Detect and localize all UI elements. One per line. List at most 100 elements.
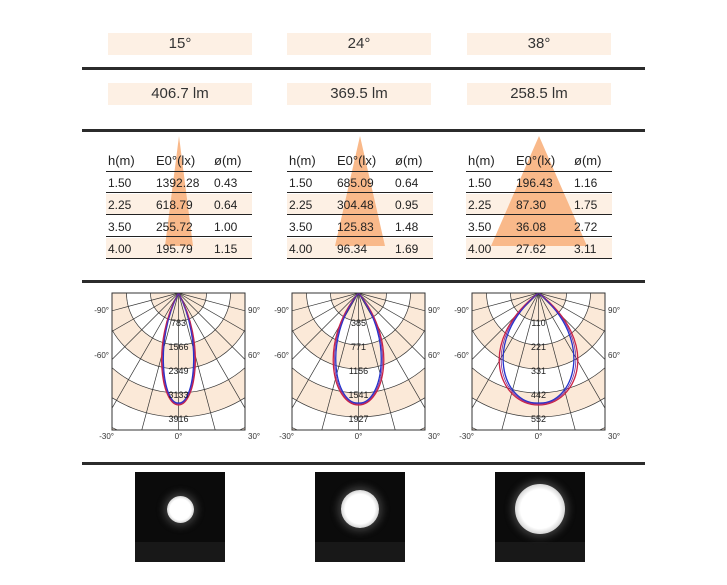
- table-row: 2.25 304.48 0.95: [287, 194, 433, 215]
- angle-label: 30°: [608, 432, 620, 440]
- ring-value-label: 3916: [168, 414, 188, 424]
- lumen-output-label: 258.5 lm: [467, 83, 611, 105]
- table-header: h(m) E0°(lx) ø(m): [466, 150, 612, 172]
- ring-value-label: 442: [531, 390, 546, 400]
- intensity-curve-c90: [162, 293, 195, 404]
- intensity-curve-c0: [161, 293, 196, 406]
- table-row: 3.50 125.83 1.48: [287, 216, 433, 237]
- beam-spot-photo: [315, 472, 405, 562]
- angle-label: 30°: [248, 432, 260, 440]
- ring-value-label: 1541: [348, 390, 368, 400]
- table-cell: 0.95: [395, 198, 419, 212]
- ring-value-label: 1156: [349, 366, 368, 376]
- angle-label: 90°: [248, 306, 260, 315]
- intensity-curve-c45: [500, 293, 577, 405]
- table-row: 1.50 1392.28 0.43: [106, 172, 252, 193]
- beam-spot: [515, 484, 565, 534]
- table-row: [287, 238, 433, 259]
- light-cone-graphic: [165, 136, 193, 246]
- polar-distribution-diagram: 783 1566 2349 3133 3916 -90° 90° -60° 60° -30° 0° 3…: [94, 292, 260, 440]
- angle-label: 0°: [355, 432, 363, 440]
- table-cell: 1.50: [289, 176, 313, 190]
- table-cell: 1.50: [108, 176, 132, 190]
- intensity-curve-c0: [498, 293, 579, 406]
- column-header: E0°(lx): [516, 153, 556, 168]
- table-cell: 96.34: [337, 242, 368, 256]
- light-cone: [491, 136, 587, 246]
- angle-label: -30°: [99, 432, 114, 440]
- angle-label: -30°: [279, 432, 294, 440]
- table-cell: 4.00: [468, 242, 492, 256]
- beam-angle-label: 38°: [467, 33, 611, 55]
- ring-value-label: 1566: [168, 342, 188, 352]
- polar-distribution-diagram: 385 771 1156 1541 1927 -90° 90° -60° 60° -30° 0° 30…: [274, 292, 440, 440]
- angle-label: 60°: [248, 351, 260, 360]
- angle-label: 0°: [535, 432, 543, 440]
- column-header: h(m): [289, 153, 316, 168]
- section-divider-2: [82, 129, 645, 132]
- angle-label: 30°: [428, 432, 440, 440]
- light-cone-graphic: [491, 136, 587, 246]
- column-header: E0°(lx): [156, 153, 196, 168]
- beam-angle-label: 15°: [108, 33, 252, 55]
- table-cell: 2.72: [574, 220, 598, 234]
- table-row: 4.00 195.79 1.15: [106, 238, 252, 259]
- beam-spot-photo: [135, 472, 225, 562]
- table-cell: 3.50: [468, 220, 492, 234]
- table-cell: 3.11: [574, 242, 597, 256]
- angle-label: -60°: [94, 351, 109, 360]
- column-header: h(m): [468, 153, 495, 168]
- light-cone: [335, 136, 385, 246]
- polar-distribution-diagram: 110 221 331 442 552 -90° 90° -60° 60° -30° 0° 30°: [454, 292, 620, 440]
- table-cell: 1.48: [395, 220, 419, 234]
- column-header: ø(m): [214, 153, 242, 168]
- table-cell: 4.00: [108, 242, 132, 256]
- angle-label: -60°: [454, 351, 469, 360]
- intensity-curve-c90: [502, 293, 575, 404]
- table-row: [106, 238, 252, 259]
- table-cell: 1.75: [574, 198, 598, 212]
- angle-label: 90°: [428, 306, 440, 315]
- table-row: 3.50 36.08 2.72: [466, 216, 612, 237]
- table-cell: 87.30: [516, 198, 547, 212]
- beam-angle-label: 24°: [287, 33, 431, 55]
- table-cell: 2.25: [289, 198, 313, 212]
- ring-value-label: 110: [531, 318, 545, 328]
- beam-spot: [341, 490, 379, 528]
- ring-value-label: 771: [351, 342, 366, 352]
- angle-label: -90°: [274, 306, 289, 315]
- column-header: h(m): [108, 153, 135, 168]
- ring-value-label: 221: [531, 342, 546, 352]
- table-cell: 195.79: [156, 242, 193, 256]
- ring-value-label: 3133: [168, 390, 188, 400]
- angle-label: 90°: [608, 306, 620, 315]
- table-cell: 255.72: [156, 220, 193, 234]
- table-cell: 0.64: [395, 176, 419, 190]
- ring-value-label: 783: [171, 318, 186, 328]
- table-row: 3.50 255.72 1.00: [106, 216, 252, 237]
- table-cell: 196.43: [516, 176, 553, 190]
- table-header: h(m) E0°(lx) ø(m): [287, 150, 433, 172]
- table-cell: 2.25: [468, 198, 492, 212]
- light-cone: [165, 136, 193, 246]
- light-cone-graphic: [335, 136, 385, 246]
- table-cell: 1.69: [395, 242, 419, 256]
- section-divider-3: [82, 280, 645, 283]
- column-header: E0°(lx): [337, 153, 377, 168]
- table-row: 2.25 87.30 1.75: [466, 194, 612, 215]
- table-cell: 2.25: [108, 198, 132, 212]
- table-header: h(m) E0°(lx) ø(m): [106, 150, 252, 172]
- angle-label: 60°: [428, 351, 440, 360]
- intensity-curve-c45: [334, 293, 383, 405]
- ring-value-label: 385: [351, 318, 366, 328]
- angle-label: 0°: [175, 432, 183, 440]
- table-cell: 125.83: [337, 220, 374, 234]
- table-row: 4.00 96.34 1.69: [287, 238, 433, 259]
- ring-value-label: 1927: [348, 414, 368, 424]
- intensity-curve-c45: [162, 293, 195, 405]
- column-header: ø(m): [395, 153, 423, 168]
- column-header: ø(m): [574, 153, 602, 168]
- angle-label: -90°: [94, 306, 109, 315]
- table-cell: 304.48: [337, 198, 374, 212]
- intensity-curve-c0: [332, 293, 385, 406]
